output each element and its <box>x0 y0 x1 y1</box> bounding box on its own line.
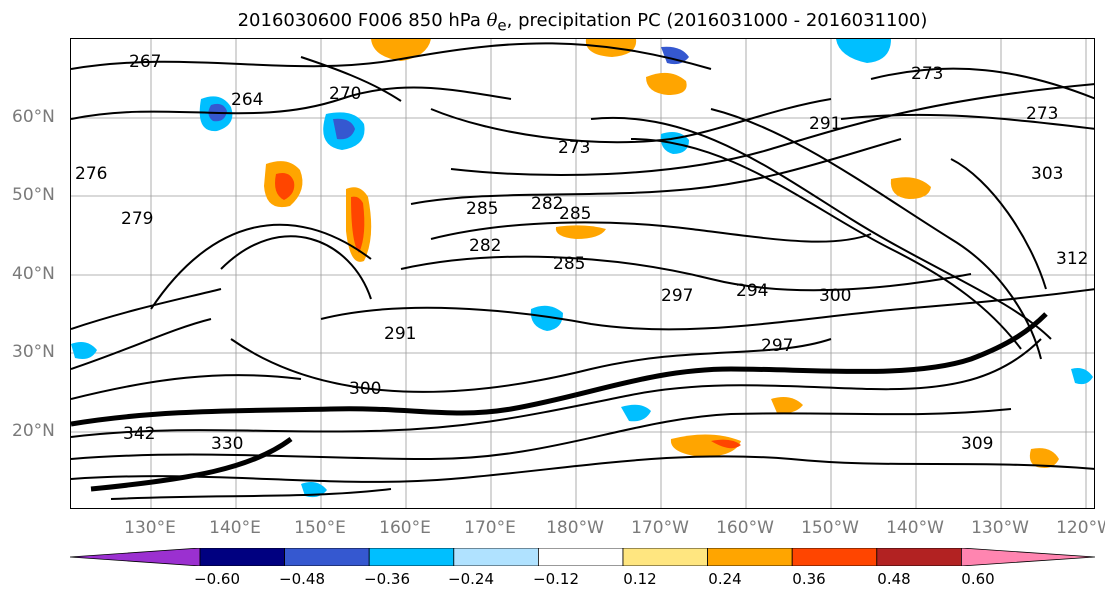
colorbar-extend-max <box>961 548 1095 566</box>
lon-label: 120°W <box>1056 518 1105 538</box>
graticule <box>71 39 1094 508</box>
lat-label: 40°N <box>12 264 55 284</box>
colorbar-segment <box>284 548 370 566</box>
colorbar-segment <box>537 548 624 566</box>
colorbar-segment <box>199 548 285 566</box>
lon-label: 130°E <box>124 518 176 538</box>
contour-label: 282 <box>469 236 501 256</box>
colorbar-tick: 0.24 <box>708 570 742 588</box>
precip-shading <box>71 39 1093 498</box>
contour-label: 309 <box>961 434 993 454</box>
contour-label: 291 <box>809 114 841 134</box>
lat-label: 30°N <box>12 342 55 362</box>
contour-label: 291 <box>384 324 416 344</box>
lon-label: 160°W <box>716 518 774 538</box>
lon-label: 150°W <box>801 518 859 538</box>
colorbar-extend-min <box>70 548 201 566</box>
contour-label: 267 <box>129 52 161 72</box>
contour-label: 294 <box>736 281 768 301</box>
lat-label: 20°N <box>12 421 55 441</box>
contour-label: 300 <box>349 379 381 399</box>
colorbar-tick: −0.24 <box>448 570 494 588</box>
contour-label: 285 <box>466 199 498 219</box>
theta-symbol: θ <box>486 10 498 31</box>
lat-label: 60°N <box>12 107 55 127</box>
map-panel: 267 264 273 270 273 276 279 273 285 282 … <box>70 38 1095 509</box>
colorbar-tick: −0.12 <box>533 570 579 588</box>
lon-label: 170°E <box>464 518 516 538</box>
lon-label: 130°W <box>971 518 1029 538</box>
theta-e-contours <box>71 42 1094 500</box>
colorbar-tick: 0.12 <box>623 570 657 588</box>
contour-label: 282 <box>531 194 563 214</box>
colorbar <box>70 548 1095 566</box>
lon-label: 140°E <box>209 518 261 538</box>
lon-label: 170°W <box>631 518 689 538</box>
colorbar-segment <box>368 548 455 566</box>
colorbar-segment <box>453 548 539 566</box>
colorbar-segment <box>791 548 878 566</box>
lon-label: 150°E <box>294 518 346 538</box>
contour-label: 297 <box>761 336 793 356</box>
colorbar-segment <box>876 548 962 566</box>
contour-label: 330 <box>211 434 243 454</box>
contour-label: 297 <box>661 286 693 306</box>
contour-label: 276 <box>75 164 107 184</box>
contour-label: 285 <box>553 254 585 274</box>
map-title: 2016030600 F006 850 hPa θe, precipitatio… <box>237 10 928 35</box>
lon-label: 160°E <box>379 518 431 538</box>
colorbar-tick: −0.60 <box>194 570 240 588</box>
colorbar-tick: 0.36 <box>792 570 826 588</box>
lat-label: 50°N <box>12 185 55 205</box>
contour-label: 273 <box>1026 104 1058 124</box>
contour-label: 303 <box>1031 164 1063 184</box>
contour-label: 285 <box>559 204 591 224</box>
colorbar-segment <box>622 548 708 566</box>
contour-label: 312 <box>1056 249 1088 269</box>
contour-labels: 267 264 273 270 273 276 279 273 285 282 … <box>75 52 1088 454</box>
lon-label: 180°W <box>546 518 604 538</box>
colorbar-tick: 0.48 <box>877 570 911 588</box>
contour-label: 342 <box>123 424 155 444</box>
lon-label: 140°W <box>886 518 944 538</box>
contour-label: 300 <box>819 286 851 306</box>
contour-label: 273 <box>911 64 943 84</box>
colorbar-tick: 0.60 <box>961 570 995 588</box>
colorbar-tick: −0.36 <box>364 570 410 588</box>
contour-label: 264 <box>231 90 263 110</box>
map-canvas: 267 264 273 270 273 276 279 273 285 282 … <box>71 39 1094 508</box>
contour-label: 270 <box>329 84 361 104</box>
colorbar-segment <box>707 548 793 566</box>
colorbar-tick: −0.48 <box>279 570 325 588</box>
contour-label: 273 <box>558 138 590 158</box>
contour-label: 279 <box>121 209 153 229</box>
